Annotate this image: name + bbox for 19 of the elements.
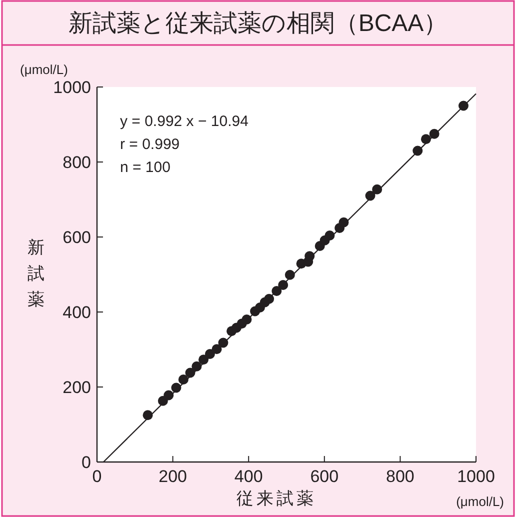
- x-tick-label: 200: [158, 467, 187, 486]
- x-tick-label: 400: [234, 467, 263, 486]
- annotation: y = 0.992 x − 10.94: [120, 113, 248, 130]
- y-tick-label: 200: [62, 378, 91, 397]
- y-tick-label: 1000: [53, 78, 91, 97]
- x-tick-label: 600: [310, 467, 339, 486]
- x-tick-label: 800: [386, 467, 414, 486]
- annotation: n = 100: [120, 159, 170, 176]
- y-axis-title: 新試薬: [28, 238, 44, 309]
- text: (μmol/L): [456, 494, 504, 509]
- y-tick-label: 400: [62, 303, 91, 322]
- y-tick-label: 0: [82, 453, 91, 472]
- y-tick-label: 600: [62, 228, 91, 247]
- y-tick-label: 800: [62, 153, 91, 172]
- text: (μmol/L): [20, 62, 68, 77]
- annotation: r = 0.999: [120, 136, 180, 153]
- x-axis-title: 従来試薬: [236, 489, 316, 508]
- chart-title: 新試薬と従来試薬の相関（BCAA）: [68, 10, 448, 37]
- x-tick-label: 1000: [457, 467, 495, 486]
